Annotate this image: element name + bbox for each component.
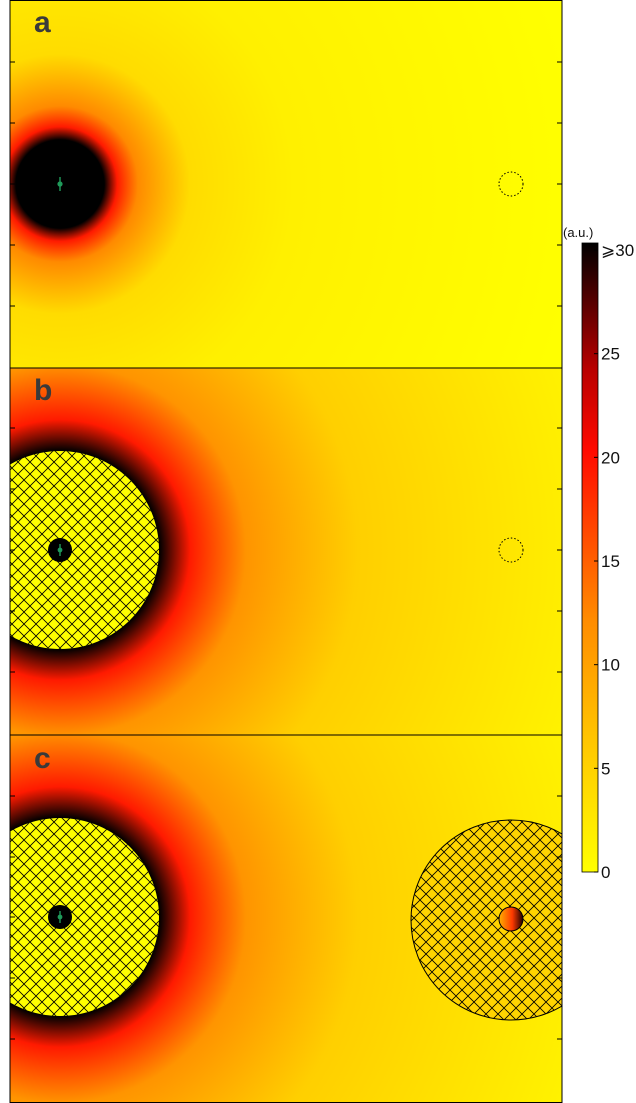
colorbar-tick-label: 0	[601, 863, 610, 882]
colorbar-units: (a.u.)	[563, 225, 593, 240]
source-marker	[57, 911, 63, 923]
panel-b: b	[10, 368, 562, 735]
panel-label: c	[34, 742, 51, 775]
frame-ticks	[10, 61, 562, 1040]
panel-label: a	[34, 6, 51, 39]
right-inclusion	[498, 906, 524, 932]
source-marker	[57, 544, 63, 556]
colorbar-tick-label: 25	[601, 345, 620, 364]
dotted-inclusion-outline	[498, 171, 524, 197]
colorbar-tick-label: 5	[601, 759, 610, 778]
colorbar-tick-label: 15	[601, 552, 620, 571]
right-cloak-hatched-region	[410, 819, 562, 1021]
colorbar: (a.u.) ⩾30 25 20 15 10 5 0	[563, 225, 634, 882]
source-marker	[57, 177, 63, 191]
colorbar-tick-label: 10	[601, 656, 620, 675]
panel-c: c	[10, 735, 562, 1103]
colorbar-tick-label: ⩾30	[601, 241, 634, 260]
dotted-inclusion-outline	[498, 537, 524, 563]
cloak-hatched-region	[10, 818, 159, 1016]
field-background	[10, 0, 562, 368]
panel-label: b	[34, 374, 52, 407]
cloak-hatched-region	[10, 451, 159, 649]
colorbar-gradient	[581, 242, 599, 873]
colorbar-tick-label: 20	[601, 448, 620, 467]
colorbar-ticks: ⩾30 25 20 15 10 5 0	[594, 241, 634, 882]
panel-a: a	[10, 0, 562, 368]
